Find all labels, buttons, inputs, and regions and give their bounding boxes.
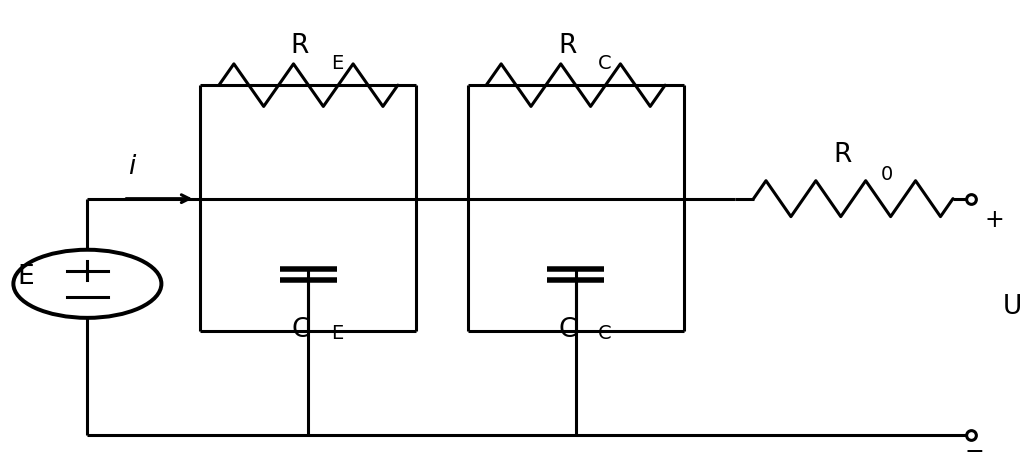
- Text: $\mathrm{R}$: $\mathrm{R}$: [833, 142, 853, 168]
- Text: +: +: [984, 208, 1004, 232]
- Text: $\mathrm{E}$: $\mathrm{E}$: [331, 324, 343, 343]
- Text: $\mathrm{E}$: $\mathrm{E}$: [331, 54, 343, 73]
- Text: $\mathrm{C}$: $\mathrm{C}$: [558, 317, 577, 343]
- Text: $\mathrm{0}$: $\mathrm{0}$: [880, 166, 892, 184]
- Text: $\mathrm{C}$: $\mathrm{C}$: [291, 317, 309, 343]
- Text: $-$: $-$: [964, 438, 983, 462]
- Text: $i$: $i$: [128, 154, 138, 180]
- Text: $\mathrm{C}$: $\mathrm{C}$: [597, 54, 612, 73]
- Text: $\mathrm{U}$: $\mathrm{U}$: [1002, 295, 1021, 320]
- Text: $\mathrm{R}$: $\mathrm{R}$: [557, 33, 578, 59]
- Text: $\mathrm{C}$: $\mathrm{C}$: [597, 324, 612, 343]
- Text: E: E: [17, 264, 34, 289]
- Text: $\mathrm{R}$: $\mathrm{R}$: [290, 33, 310, 59]
